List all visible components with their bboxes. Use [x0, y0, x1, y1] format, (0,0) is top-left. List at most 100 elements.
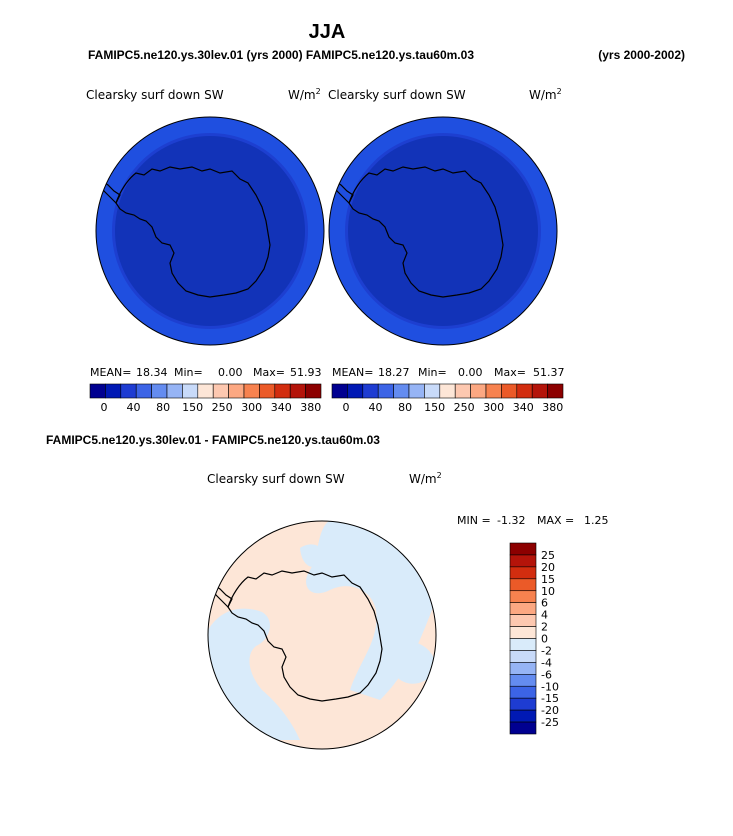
panel-c-colorbar-swatch: [509, 685, 537, 699]
panel-b-colorbar-tick-label: 40: [369, 401, 383, 414]
panel-c-colorbar-swatch: [509, 554, 537, 568]
panel-c-colorbar-swatch: [509, 697, 537, 711]
panel-a-variable-label: Clearsky surf down SW: [86, 88, 224, 102]
panel-a-colorbar-swatch: [289, 383, 306, 399]
panel-c-colorbar-tick-label: 6: [541, 597, 548, 610]
panel-a-colorbar-swatch: [305, 383, 322, 399]
panel-c-colorbar-swatch: [509, 721, 537, 735]
panel-c-colorbar-swatch: [509, 662, 537, 675]
panel-c-colorbar-swatch: [509, 626, 537, 639]
panel-a-colorbar-swatch: [120, 383, 137, 399]
panel-b-colorbar-swatch: [424, 383, 441, 399]
panel-a-colorbar-swatch: [151, 383, 168, 399]
panel-a-colorbar-swatch: [274, 383, 291, 399]
panel-b-variable-label: Clearsky surf down SW: [328, 88, 466, 102]
years-label: (yrs 2000-2002): [598, 48, 685, 62]
panel-a-colorbar-tick-label: 250: [212, 401, 233, 414]
panel-c-colorbar-swatch: [509, 650, 537, 663]
panel-a-colorbar: 0 40 80 150 250 300 340 380: [89, 383, 322, 414]
panel-b-colorbar-tick-label: 0: [343, 401, 350, 414]
panel-c-colorbar-tick-label: 25: [541, 549, 555, 562]
panel-c-colorbar-swatch: [509, 614, 537, 627]
panel-a-colorbar-tick-label: 80: [156, 401, 170, 414]
panel-b-colorbar-swatch: [393, 383, 410, 399]
panel-a-colorbar-swatch: [182, 383, 199, 399]
difference-title: FAMIPC5.ne120.ys.30lev.01 - FAMIPC5.ne12…: [46, 433, 380, 447]
panel-c-colorbar-tick-label: 15: [541, 573, 555, 586]
panel-b-colorbar-swatch: [331, 383, 348, 399]
panel-c-colorbar-tick-label: -20: [541, 704, 559, 717]
panel-c-colorbar-tick-label: 10: [541, 585, 555, 598]
panel-case-a: Clearsky surf down SW W/m2 MEAN= 18.34 M…: [86, 87, 325, 414]
panel-difference: Clearsky surf down SW W/m2 MIN = -1.32 M…: [207, 471, 609, 750]
panel-c-colorbar-tick-label: -4: [541, 656, 552, 669]
panel-a-colorbar-swatch: [243, 383, 260, 399]
panel-b-colorbar-swatch: [362, 383, 379, 399]
panel-b-colorbar: 0 40 80 150 250 300 340 380: [331, 383, 564, 414]
panel-a-map-border: [95, 116, 325, 346]
panel-b-colorbar-tick-label: 380: [542, 401, 563, 414]
panel-b-colorbar-swatch: [454, 383, 471, 399]
panel-c-colorbar-tick-label: -6: [541, 668, 552, 681]
panel-c-colorbar-swatch: [509, 709, 537, 723]
panel-b-colorbar-tick-label: 80: [398, 401, 412, 414]
panel-a-colorbar-swatch: [212, 383, 229, 399]
panel-c-variable-label: Clearsky surf down SW: [207, 472, 345, 486]
panel-c-colorbar-tick-label: -25: [541, 716, 559, 729]
panel-c-colorbar-tick-label: 0: [541, 633, 548, 646]
panel-c-units: W/m2: [409, 471, 442, 486]
panel-b-colorbar-swatch: [470, 383, 487, 399]
panel-a-colorbar-swatch: [135, 383, 152, 399]
panel-c-colorbar-swatch: [509, 578, 537, 592]
panel-a-colorbar-swatch: [197, 383, 214, 399]
panel-c-colorbar-swatch: [509, 602, 537, 615]
panel-c-colorbar-tick-label: 4: [541, 609, 548, 622]
panel-b-colorbar-swatch: [501, 383, 518, 399]
panel-case-b: Clearsky surf down SW W/m2 MEAN= 18.27 M…: [328, 87, 565, 414]
panel-b-colorbar-tick-label: 250: [454, 401, 475, 414]
panel-b-stats: MEAN= 18.27 Min= 0.00 Max= 51.37: [332, 366, 565, 379]
panel-a-colorbar-tick-label: 150: [182, 401, 203, 414]
panel-a-colorbar-swatch: [228, 383, 245, 399]
panel-b-colorbar-swatch: [439, 383, 456, 399]
panel-c-colorbar-swatch: [509, 566, 537, 580]
panel-a-colorbar-swatch: [105, 383, 122, 399]
panel-c-colorbar-swatch: [509, 638, 537, 651]
panel-a-colorbar-swatch: [166, 383, 183, 399]
panel-b-colorbar-swatch: [531, 383, 548, 399]
panel-a-colorbar-tick-label: 40: [127, 401, 141, 414]
panel-a-colorbar-swatch: [89, 383, 106, 399]
panel-c-stats: MIN = -1.32 MAX = 1.25: [457, 514, 609, 527]
panel-b-colorbar-tick-label: 340: [513, 401, 534, 414]
panel-b-units: W/m2: [529, 87, 562, 102]
panel-b-colorbar-swatch: [408, 383, 425, 399]
panel-a-colorbar-tick-label: 340: [271, 401, 292, 414]
panel-b-colorbar-swatch: [516, 383, 533, 399]
panel-b-colorbar-tick-label: 150: [424, 401, 445, 414]
panel-b-colorbar-tick-label: 300: [483, 401, 504, 414]
panel-b-colorbar-swatch: [547, 383, 564, 399]
case-names-line-a: FAMIPC5.ne120.ys.30lev.01 (yrs 2000) FAM…: [88, 48, 474, 62]
panel-c-colorbar-swatch: [509, 590, 537, 603]
panel-a-units: W/m2: [288, 87, 321, 102]
panel-b-colorbar-swatch: [347, 383, 364, 399]
panel-a-colorbar-tick-label: 0: [101, 401, 108, 414]
panel-c-colorbar-swatch: [509, 674, 537, 687]
panel-c-map-border: [207, 520, 437, 750]
panel-b-map-border: [328, 116, 558, 346]
panel-a-colorbar-swatch: [259, 383, 276, 399]
panel-c-colorbar-tick-label: -2: [541, 644, 552, 657]
panel-b-colorbar-swatch: [485, 383, 502, 399]
panel-c-colorbar-tick-label: 20: [541, 561, 555, 574]
panel-a-colorbar-tick-label: 300: [241, 401, 262, 414]
figure-title: JJA: [309, 21, 346, 43]
panel-c-colorbar-tick-label: -15: [541, 692, 559, 705]
panel-b-colorbar-swatch: [377, 383, 394, 399]
panel-c-colorbar-tick-label: 2: [541, 621, 548, 634]
panel-a-stats: MEAN= 18.34 Min= 0.00 Max= 51.93: [90, 366, 322, 379]
panel-a-colorbar-tick-label: 380: [300, 401, 321, 414]
panel-c-colorbar-tick-label: -10: [541, 680, 559, 693]
panel-c-colorbar-swatch: [509, 542, 537, 556]
